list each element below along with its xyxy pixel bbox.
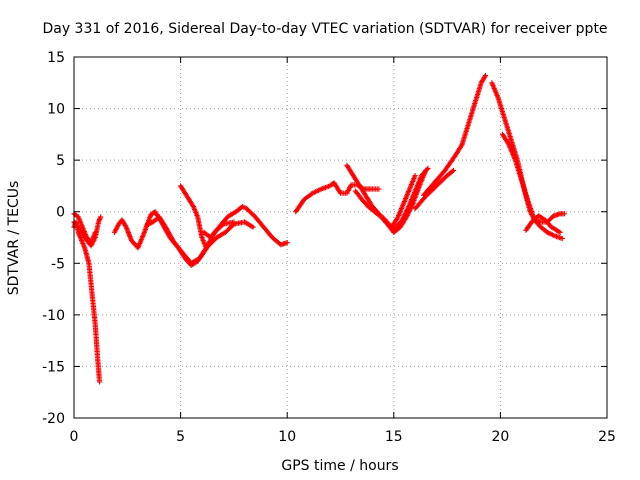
series-arc-11 <box>393 165 431 230</box>
data-points <box>71 72 567 385</box>
data-point-marker <box>425 165 431 171</box>
data-point-marker <box>449 168 456 174</box>
x-tick-label: 25 <box>598 429 616 445</box>
x-tick-label: 5 <box>176 429 185 445</box>
data-point-marker <box>96 379 103 385</box>
series-arc-5 <box>143 214 256 266</box>
data-point-marker <box>412 173 418 179</box>
data-point-marker <box>557 229 563 235</box>
data-point-marker <box>559 235 565 242</box>
x-tick-label: 10 <box>278 429 296 445</box>
y-tick-label: -10 <box>42 308 65 324</box>
y-tick-label: 5 <box>56 153 65 169</box>
series-arc-1 <box>71 219 103 385</box>
y-tick-label: -5 <box>51 256 65 272</box>
series-arc-12 <box>389 173 418 230</box>
y-tick-label: -15 <box>42 359 65 375</box>
y-tick-labels: -20 -15 -10 -5 0 5 10 15 <box>42 50 65 427</box>
data-point-marker <box>424 166 430 173</box>
data-point-marker <box>561 211 567 217</box>
x-tick-label: 20 <box>491 429 509 445</box>
y-tick-label: 15 <box>47 50 65 66</box>
x-axis-label: GPS time / hours <box>281 458 398 474</box>
y-tick-label: -20 <box>42 411 65 427</box>
chart-title: Day 331 of 2016, Sidereal Day-to-day VTE… <box>42 21 607 37</box>
x-tick-label: 15 <box>385 429 403 445</box>
y-axis-label: SDTVAR / TECUs <box>6 181 22 296</box>
data-point-marker <box>92 229 98 235</box>
series-arc-7 <box>201 203 290 248</box>
data-point-marker <box>284 240 290 246</box>
x-tick-labels: 0 5 10 15 20 25 <box>70 429 616 445</box>
plot-frame <box>73 56 608 419</box>
series-arc-6 <box>178 183 209 251</box>
y-tick-label: 0 <box>56 205 65 221</box>
series-arc-13 <box>412 167 457 212</box>
series-arc-14 <box>421 72 489 198</box>
data-point-marker <box>482 72 489 79</box>
series-arc-8 <box>293 180 382 215</box>
y-tick-label: 10 <box>47 102 65 118</box>
series-arc-16 <box>499 131 565 242</box>
series-arc-3 <box>71 211 98 246</box>
series-arc-17 <box>523 213 563 235</box>
data-point-marker <box>376 186 382 192</box>
data-point-marker <box>450 167 457 174</box>
data-point-marker <box>203 245 209 251</box>
data-point-marker <box>250 224 256 230</box>
data-point-marker <box>98 214 104 220</box>
x-tick-label: 0 <box>70 429 79 445</box>
